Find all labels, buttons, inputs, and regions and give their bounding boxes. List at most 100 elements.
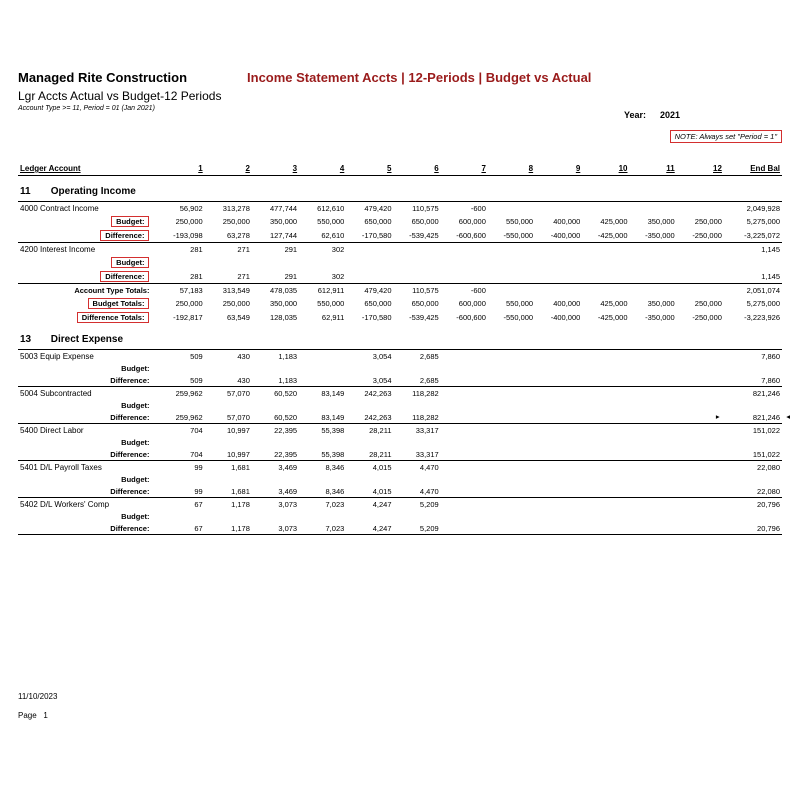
value-cell	[630, 350, 677, 363]
value-cell	[299, 473, 346, 485]
value-cell	[157, 473, 204, 485]
value-cell	[252, 255, 299, 269]
value-cell	[441, 255, 488, 269]
value-cell	[441, 473, 488, 485]
value-cell	[677, 498, 724, 511]
col-period-6: 6	[394, 162, 441, 176]
value-cell	[582, 485, 629, 498]
value-cell: 7,023	[299, 522, 346, 535]
value-cell: 110,575	[394, 284, 441, 297]
budget-row: Budget:	[18, 255, 157, 269]
value-cell	[535, 374, 582, 387]
value-cell	[488, 284, 535, 297]
value-cell	[441, 436, 488, 448]
value-cell: 128,035	[252, 310, 299, 324]
value-cell	[582, 202, 629, 215]
budget-row: Budget:	[18, 399, 157, 411]
value-cell: 20,796	[724, 498, 782, 511]
value-cell: -350,000	[630, 228, 677, 243]
value-cell	[630, 473, 677, 485]
value-cell: 271	[205, 243, 252, 256]
value-cell	[630, 448, 677, 461]
value-cell	[394, 399, 441, 411]
value-cell	[582, 498, 629, 511]
value-cell: 22,395	[252, 424, 299, 437]
account-row: 5400 Direct Labor	[18, 424, 157, 437]
value-cell: -170,580	[346, 310, 393, 324]
value-cell	[346, 255, 393, 269]
value-cell	[441, 387, 488, 400]
value-cell: -193,098	[157, 228, 204, 243]
value-cell	[582, 350, 629, 363]
value-cell	[488, 399, 535, 411]
value-cell	[582, 510, 629, 522]
value-cell: 63,549	[205, 310, 252, 324]
value-cell: 22,080	[724, 461, 782, 474]
value-cell: 4,470	[394, 461, 441, 474]
value-cell	[630, 498, 677, 511]
value-cell: 55,398	[299, 448, 346, 461]
value-cell	[582, 374, 629, 387]
value-cell: 650,000	[394, 296, 441, 310]
value-cell: 430	[205, 374, 252, 387]
totals-diff: Difference Totals:	[18, 310, 157, 324]
value-cell: 22,080	[724, 485, 782, 498]
value-cell	[535, 424, 582, 437]
value-cell: 28,211	[346, 448, 393, 461]
value-cell: -400,000	[535, 310, 582, 324]
value-cell	[582, 362, 629, 374]
value-cell: -3,225,072	[724, 228, 782, 243]
section-header: 11 Operating Income	[18, 176, 782, 202]
budget-row: Budget:	[18, 436, 157, 448]
value-cell: 3,054	[346, 350, 393, 363]
value-cell: 3,073	[252, 498, 299, 511]
col-period-2: 2	[205, 162, 252, 176]
value-cell	[630, 522, 677, 535]
col-period-8: 8	[488, 162, 535, 176]
report-title: Income Statement Accts | 12-Periods | Bu…	[247, 70, 591, 85]
value-cell	[394, 473, 441, 485]
value-cell	[441, 522, 488, 535]
value-cell: 63,278	[205, 228, 252, 243]
value-cell: 4,015	[346, 485, 393, 498]
value-cell: 99	[157, 461, 204, 474]
value-cell	[535, 461, 582, 474]
value-cell	[488, 498, 535, 511]
value-cell	[630, 510, 677, 522]
value-cell	[724, 362, 782, 374]
value-cell: 10,997	[205, 448, 252, 461]
value-cell: 250,000	[157, 214, 204, 228]
value-cell: 259,962	[157, 411, 204, 424]
value-cell	[630, 374, 677, 387]
budget-row: Budget:	[18, 362, 157, 374]
value-cell: 242,263	[346, 411, 393, 424]
value-cell: 281	[157, 243, 204, 256]
value-cell	[157, 510, 204, 522]
value-cell	[157, 362, 204, 374]
value-cell	[677, 510, 724, 522]
value-cell: 400,000	[535, 214, 582, 228]
value-cell	[582, 243, 629, 256]
value-cell	[582, 399, 629, 411]
value-cell	[205, 473, 252, 485]
value-cell	[299, 510, 346, 522]
value-cell	[205, 362, 252, 374]
value-cell: 291	[252, 243, 299, 256]
value-cell	[346, 473, 393, 485]
value-cell	[677, 522, 724, 535]
value-cell	[205, 255, 252, 269]
value-cell: 1,681	[205, 461, 252, 474]
value-cell: 57,070	[205, 411, 252, 424]
value-cell	[724, 399, 782, 411]
value-cell: 350,000	[252, 296, 299, 310]
col-period-1: 1	[157, 162, 204, 176]
value-cell	[535, 448, 582, 461]
value-cell: 60,520	[252, 411, 299, 424]
value-cell: 67	[157, 522, 204, 535]
value-cell	[677, 461, 724, 474]
value-cell	[630, 424, 677, 437]
value-cell	[535, 202, 582, 215]
value-cell	[346, 243, 393, 256]
value-cell: 250,000	[677, 296, 724, 310]
value-cell: 430	[205, 350, 252, 363]
